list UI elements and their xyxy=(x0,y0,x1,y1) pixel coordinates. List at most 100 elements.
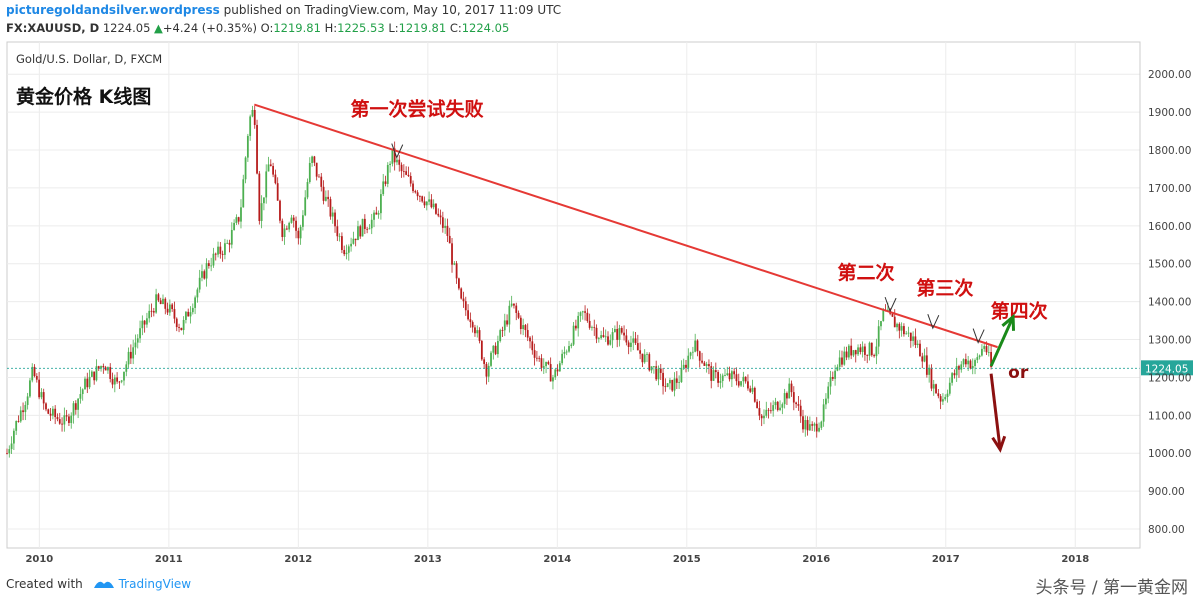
candle-body xyxy=(107,367,109,371)
candle-body xyxy=(279,200,281,221)
candle-body xyxy=(77,398,80,410)
site-link[interactable]: picturegoldandsilver.wordpress xyxy=(6,3,220,17)
candle-body xyxy=(721,375,724,382)
candle-body xyxy=(652,366,655,368)
candle-body xyxy=(666,383,669,387)
candle-body xyxy=(689,352,692,356)
axes: 800.00 900.00 1000.00 1100.00 1200.00 1300.00… xyxy=(25,42,1191,565)
y-tick-label: 1700.00 xyxy=(1148,183,1191,195)
candle-body xyxy=(613,329,616,333)
candle-body xyxy=(357,226,359,241)
grid xyxy=(7,42,1140,548)
candle-body xyxy=(19,410,22,422)
candle-body xyxy=(42,392,45,404)
candle-body xyxy=(79,394,82,399)
candle-body xyxy=(246,135,249,158)
candle-body xyxy=(155,294,158,313)
candle-body xyxy=(847,345,850,358)
candle-body xyxy=(976,357,979,361)
candle-body xyxy=(134,342,137,348)
candle-body xyxy=(753,387,756,402)
candle-body xyxy=(123,371,125,381)
candle-body xyxy=(487,365,490,377)
candle-body xyxy=(352,238,355,244)
candle-body xyxy=(315,162,318,177)
candle-body xyxy=(29,380,31,397)
candle-body xyxy=(508,305,511,325)
candle-body xyxy=(962,359,965,365)
candle-body xyxy=(522,325,525,329)
instrument-label: Gold/U.S. Dollar, D, FXCM xyxy=(16,52,162,66)
candle-body xyxy=(974,360,976,367)
candle-body xyxy=(84,378,86,390)
candle-body xyxy=(680,368,683,383)
candle-body xyxy=(350,243,352,247)
candle-body xyxy=(831,376,834,379)
candle-body xyxy=(203,271,206,279)
y-tick-label: 1900.00 xyxy=(1148,107,1191,119)
y-tick-label: 800.00 xyxy=(1148,524,1185,536)
candle-body xyxy=(451,243,453,265)
candle-body xyxy=(687,355,690,368)
candle-body xyxy=(717,372,720,383)
candle-body xyxy=(907,332,910,334)
candle-body xyxy=(953,373,956,376)
chart-title: 黄金价格 K线图 xyxy=(16,85,151,108)
candle-body xyxy=(244,157,247,180)
candle-body xyxy=(230,229,233,245)
up-scenario-arrow xyxy=(989,316,1015,367)
candle-body xyxy=(12,430,15,444)
price-change: +4.24 (+0.35%) xyxy=(162,21,257,35)
candle-body xyxy=(595,327,598,339)
candle-body xyxy=(923,355,926,362)
candle-body xyxy=(205,263,208,279)
candle-body xyxy=(728,373,731,380)
candle-body xyxy=(593,327,596,329)
y-tick-label: 900.00 xyxy=(1148,486,1185,498)
candle-body xyxy=(100,366,102,369)
candle-body xyxy=(81,389,84,395)
candle-body xyxy=(774,401,777,406)
candle-body xyxy=(799,405,802,417)
y-tick-label: 1300.00 xyxy=(1148,335,1191,347)
candle-body xyxy=(834,370,837,379)
candle-body xyxy=(104,367,107,371)
candle-body xyxy=(760,415,763,419)
candle-body xyxy=(31,366,34,381)
candle-body xyxy=(948,382,951,394)
candle-body xyxy=(870,342,873,356)
candle-body xyxy=(45,403,47,410)
candle-body xyxy=(15,420,18,431)
candle-body xyxy=(730,371,733,380)
candle-body xyxy=(290,217,293,223)
candle-body xyxy=(302,215,304,227)
candle-body xyxy=(554,369,557,378)
candle-body xyxy=(513,303,515,306)
candle-body xyxy=(925,355,928,375)
candle-body xyxy=(825,398,827,405)
candle-body xyxy=(609,340,612,345)
candle-body xyxy=(198,277,201,290)
candle-body xyxy=(402,171,405,172)
candle-body xyxy=(308,162,311,183)
candle-body xyxy=(341,236,343,250)
candle-body xyxy=(380,194,382,214)
candle-body xyxy=(951,373,953,383)
candle-body xyxy=(458,278,460,289)
candle-body xyxy=(132,347,135,359)
down-scenario-arrow xyxy=(989,373,1002,450)
candle-body xyxy=(866,354,869,356)
candle-body xyxy=(185,311,187,320)
candle-body xyxy=(928,367,931,375)
candle-body xyxy=(570,344,573,347)
candle-body xyxy=(441,217,444,228)
candle-body xyxy=(749,388,752,392)
candle-body xyxy=(125,364,128,372)
candle-body xyxy=(880,321,882,327)
tradingview-link[interactable]: TradingView xyxy=(118,577,192,591)
candle-body xyxy=(701,360,703,363)
candle-body xyxy=(150,310,153,312)
candle-body xyxy=(187,311,190,317)
candle-body xyxy=(868,342,871,356)
